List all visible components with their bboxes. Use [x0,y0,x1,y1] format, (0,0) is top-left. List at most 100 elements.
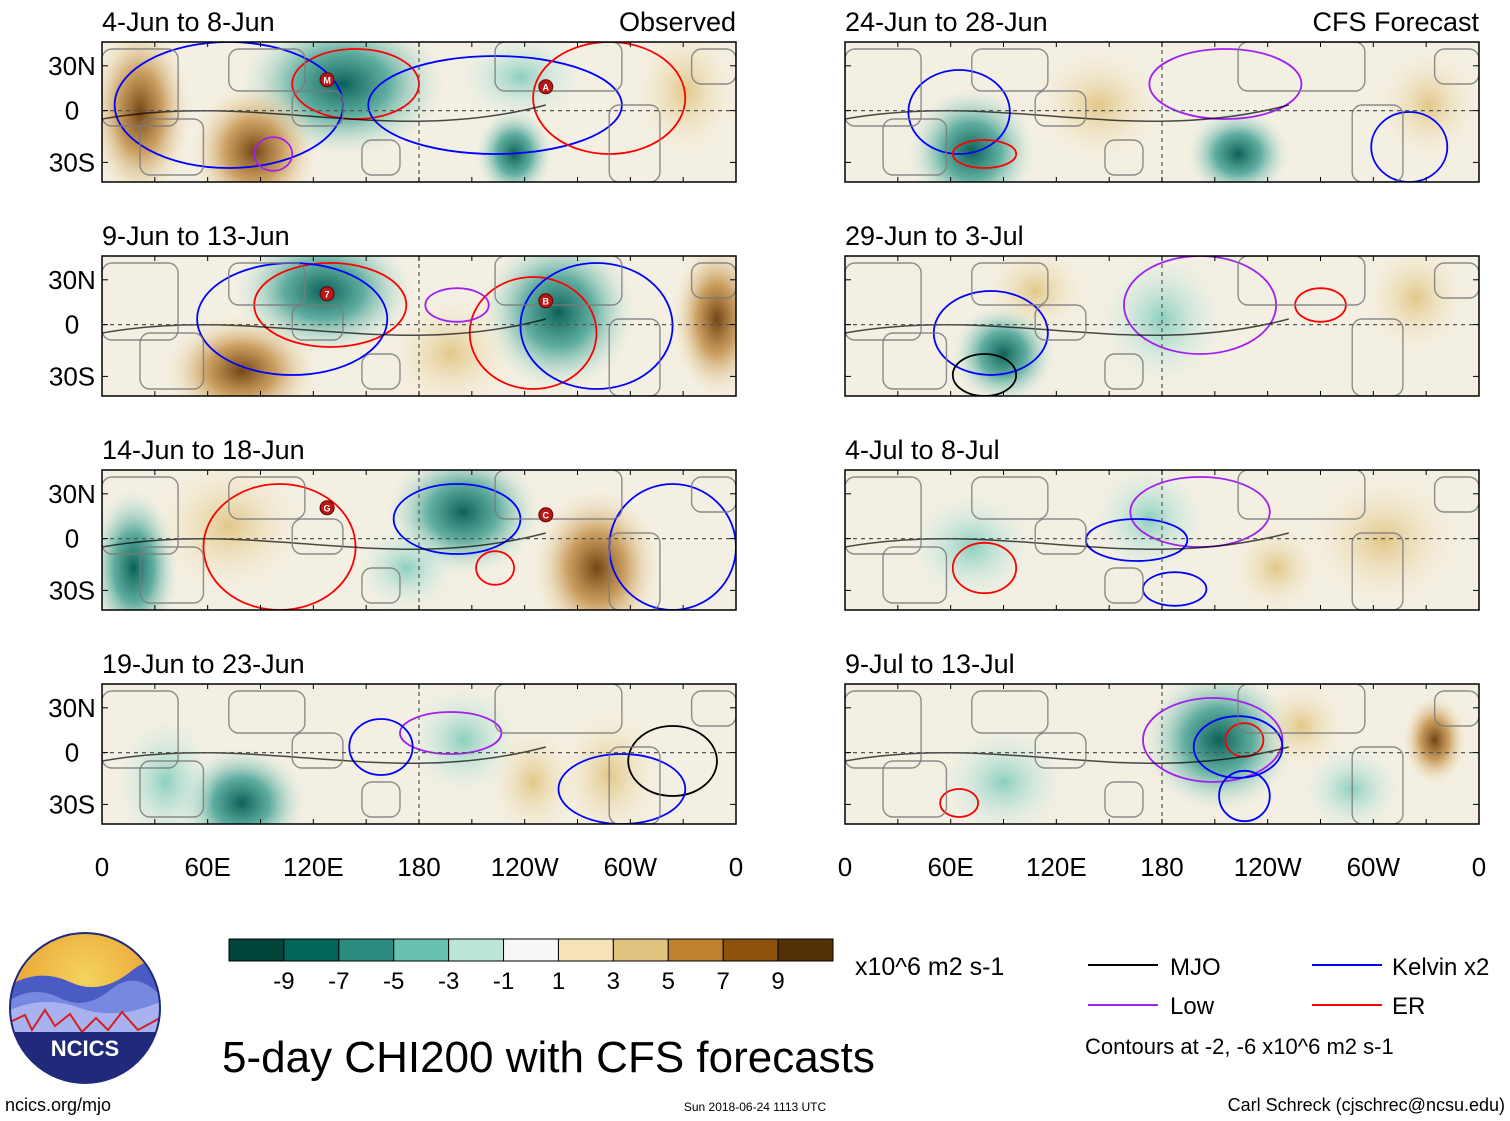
observed-label: Observed [619,7,736,37]
storm-marker-2-1 [319,286,335,302]
anomaly-field-8-1 [1143,684,1296,812]
footer-url[interactable]: ncics.org/mjo [5,1095,111,1115]
anomaly-field-3-4 [152,470,305,594]
anomaly-field-6-2 [1098,256,1226,387]
colorbar-tick-3: -5 [383,968,404,995]
panel-period-5: 24-Jun to 28-Jun [845,7,1048,37]
forecast-label: CFS Forecast [1312,7,1479,37]
lon-label-observed-1: 0 [95,852,109,882]
footer-timestamp: Sun 2018-06-24 1113 UTC [684,1100,827,1114]
contour-7-3 [951,541,1018,595]
contour-3-4 [475,550,515,586]
storm-marker-3-2 [538,507,554,523]
mjo-contour-8 [845,746,1289,764]
contour-1-5 [253,136,294,172]
colorbar-swatch-3 [338,938,395,962]
contour-note: Contours at -2, -6 x10^6 m2 s-1 [1085,1034,1394,1059]
anomaly-field-1-4 [457,42,584,122]
colorbar-swatch-5 [448,938,505,962]
map-panel-2: 9-Jun to 13-Jun 7 B 30N 0 30S [48,221,737,397]
mjo-contour-4 [102,746,546,764]
colorbar-swatch-4 [393,938,450,962]
lon-label-observed-2: 60E [185,852,231,882]
anomaly-field-1-6 [476,109,553,182]
footer-author: Carl Schreck (cjschrec@ncsu.edu) [1228,1095,1505,1115]
colorbar-swatch-9 [667,938,724,962]
lat-label-2-3: 30S [49,361,95,391]
panel-period-7: 4-Jul to 8-Jul [845,435,1000,465]
legend-label-low: Low [1170,993,1215,1020]
contour-5-1 [1148,48,1303,120]
anomaly-field-2-4 [672,256,736,396]
lon-label-observed-7: 0 [729,852,743,882]
panel-period-4: 19-Jun to 23-Jun [102,649,305,679]
colorbar-units: x10^6 m2 s-1 [855,953,1004,981]
lon-label-observed-6: 60W [604,852,658,882]
lat-label-3-3: 30S [49,575,95,605]
storm-marker-1-1 [319,72,335,88]
mjo-contour-7 [845,532,1289,550]
contour-5-4 [1370,111,1449,182]
chart-title: 5-day CHI200 with CFS forecasts [222,1033,875,1082]
lon-label-forecast-1: 0 [838,852,852,882]
anomaly-field-4-4 [114,714,217,824]
colorbar-tick-7: 3 [607,968,620,995]
panel-period-3: 14-Jun to 18-Jun [102,435,305,465]
legend-label-kelvin: Kelvin x2 [1392,954,1489,981]
anomaly-field-1-3 [102,42,191,182]
colorbar-swatch-8 [612,938,669,962]
map-panel-6: 29-Jun to 3-Jul [844,221,1480,397]
anomaly-field-2-3 [165,314,318,396]
contour-5-3 [951,139,1018,169]
storm-marker-3-1 [319,500,335,516]
colorbar: -9 -7 -5 -3 -1 1 3 5 7 9 [228,938,834,995]
colorbar-swatch-11 [777,938,834,962]
map-panel-3: 14-Jun to 18-Jun G C 30N 0 30S [48,435,737,611]
contour-8-4 [939,788,980,818]
colorbar-tick-1: -9 [273,968,294,995]
mjo-contour-6 [845,318,1289,336]
lat-label-1-3: 30S [49,147,95,177]
map-panel-1: 4-Jun to 8-Jun Observed M A 30N 0 30S [48,7,737,183]
anomaly-field-5-1 [1035,49,1162,161]
colorbar-tick-10: 9 [771,968,784,995]
storm-label-1-1: M [323,75,331,85]
anomaly-field-6-3 [1364,256,1467,354]
lat-label-3-1: 30N [48,479,96,509]
lon-label-observed-3: 120E [283,852,344,882]
lon-label-observed-4: 180 [397,852,440,882]
anomaly-field-1-2 [190,84,318,182]
anomaly-field-2-2 [482,256,635,391]
mjo-contour-1 [102,104,546,122]
panel-period-1: 4-Jun to 8-Jun [102,7,275,37]
colorbar-swatch-7 [557,938,614,962]
colorbar-tick-4: -3 [438,968,459,995]
storm-marker-1-2 [538,79,554,95]
contour-4-2 [627,725,718,797]
panel-period-6: 29-Jun to 3-Jul [845,221,1024,251]
lon-label-forecast-7: 0 [1472,852,1486,882]
mjo-contour-2 [102,318,546,336]
storm-label-3-2: C [543,510,550,520]
lon-label-forecast-4: 180 [1140,852,1183,882]
anomaly-field-3-2 [533,489,660,610]
lat-label-3-2: 0 [65,524,79,554]
legend: MJO Kelvin x2 Low ER Contours at -2, -6 … [1085,954,1489,1059]
ncics-logo: NCICS [9,932,161,1084]
colorbar-swatch-1 [228,938,285,962]
contour-4-3 [557,753,687,824]
lon-label-forecast-5: 120W [1234,852,1302,882]
contour-8-1 [1142,697,1284,783]
colorbar-tick-9: 7 [717,968,730,995]
lat-label-1-2: 0 [65,96,79,126]
contour-4-4 [348,718,414,776]
contour-2-5 [424,287,490,323]
anomaly-field-7-2 [1307,472,1460,608]
colorbar-tick-8: 5 [662,968,675,995]
anomaly-field-7-4 [1231,523,1321,610]
colorbar-tick-2: -7 [328,968,349,995]
colorbar-swatch-10 [722,938,779,962]
storm-marker-2-2 [538,293,554,309]
lon-label-forecast-2: 60E [928,852,974,882]
